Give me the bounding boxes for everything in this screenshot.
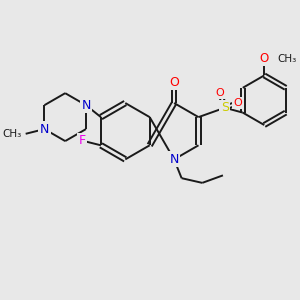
Text: N: N bbox=[81, 99, 91, 112]
Text: S: S bbox=[221, 101, 229, 114]
Text: O: O bbox=[216, 88, 224, 98]
Text: CH₃: CH₃ bbox=[278, 53, 297, 64]
Text: O: O bbox=[169, 76, 179, 89]
Text: F: F bbox=[79, 134, 86, 147]
Text: CH₃: CH₃ bbox=[3, 129, 22, 139]
Text: N: N bbox=[169, 153, 179, 166]
Text: N: N bbox=[40, 123, 49, 136]
Text: O: O bbox=[234, 98, 242, 108]
Text: O: O bbox=[260, 52, 269, 65]
